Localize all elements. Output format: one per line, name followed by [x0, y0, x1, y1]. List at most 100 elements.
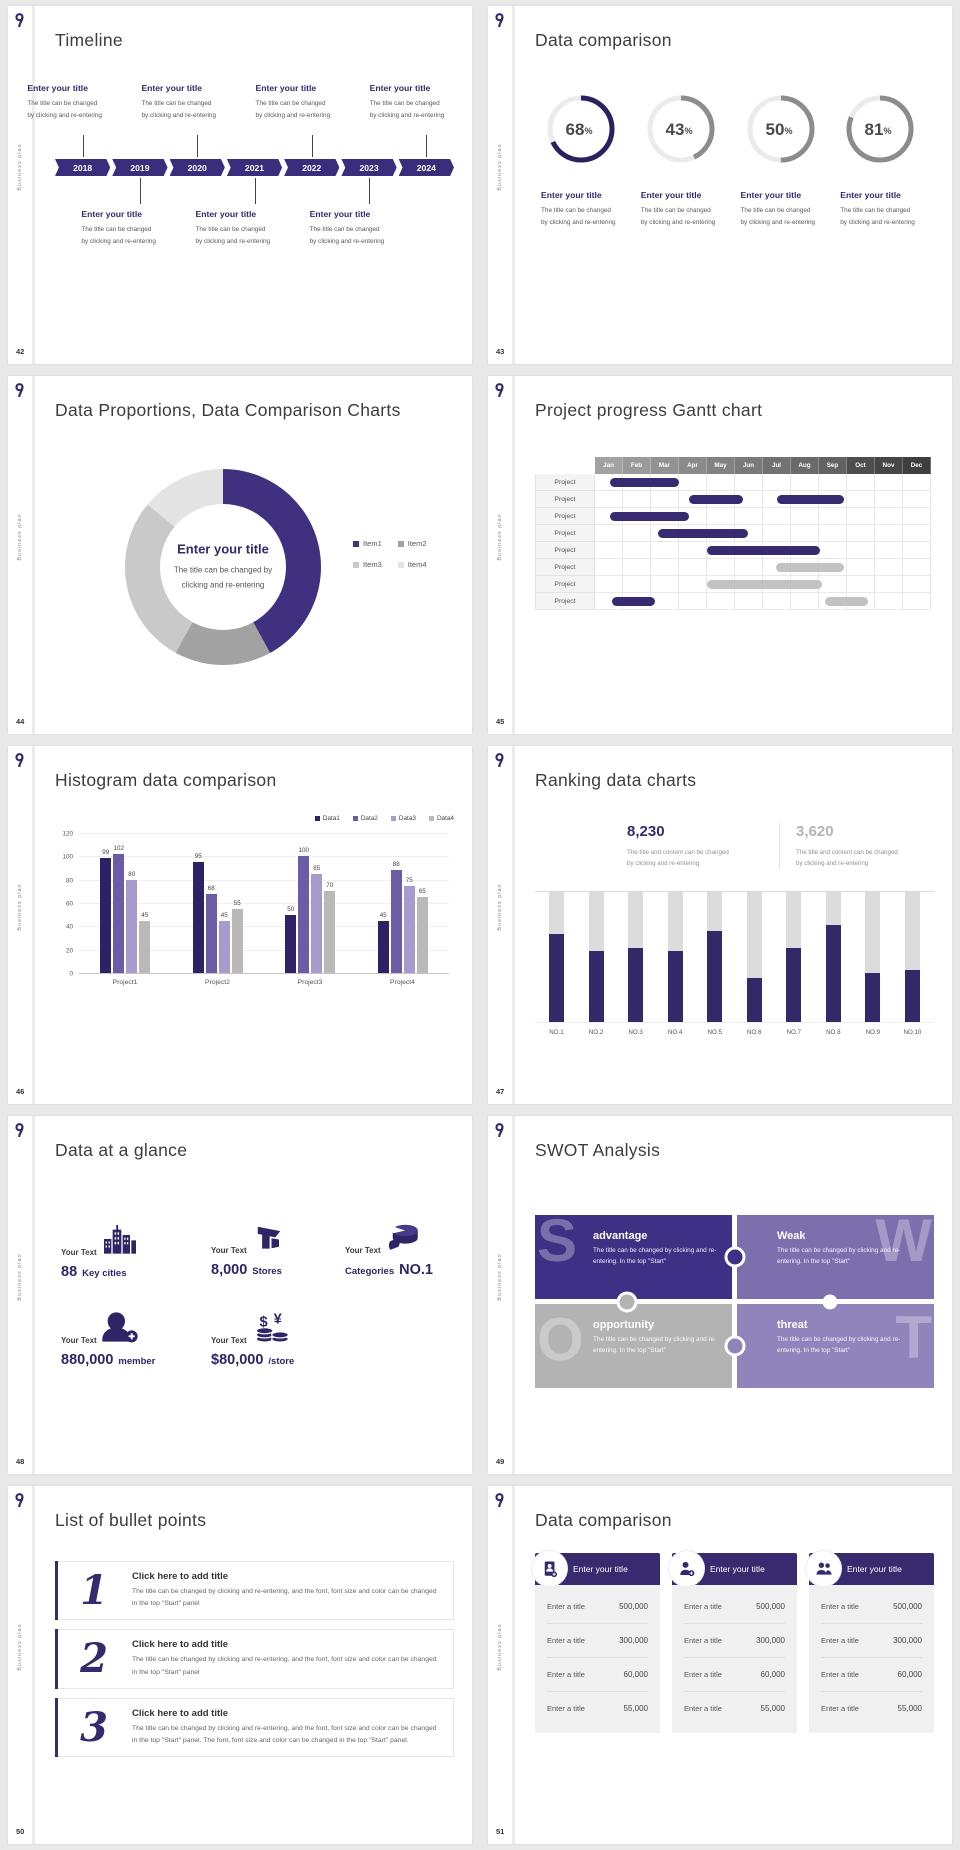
bar-wrap: 68 — [205, 885, 217, 973]
row-label: Enter a title — [684, 1670, 722, 1679]
bar-wrap: 45 — [218, 912, 230, 973]
buildings-icon — [102, 1223, 138, 1260]
gantt-row-cells — [595, 576, 931, 593]
swot-body: The title can be changed by clicking and… — [593, 1336, 717, 1354]
slide-44-proportions[interactable]: Business plan 44 Data Proportions, Data … — [8, 376, 472, 734]
row-label: Enter a title — [821, 1704, 859, 1713]
card-row: Enter a title 60,000 — [821, 1657, 922, 1691]
slide-sidebar: Business plan 46 — [8, 746, 35, 1104]
timeline-entry-top: Enter your title The title can be changed… — [256, 83, 368, 121]
legend-label: Data3 — [398, 815, 416, 822]
entry-title: Enter your title — [177, 541, 269, 557]
legend-label: Data4 — [436, 815, 454, 822]
swot-title: threat — [777, 1319, 808, 1331]
legend-item: Data3 — [390, 815, 416, 822]
timeline: Enter your title The title can be changed… — [27, 73, 454, 289]
card-row: Enter a title 60,000 — [547, 1657, 648, 1691]
bar-fill — [786, 948, 802, 1023]
donut-ring: Enter your title The title can be changed… — [125, 469, 321, 665]
x-tick-label: NO.7 — [786, 1029, 801, 1037]
bullet-number: 1 — [80, 1566, 108, 1614]
slide-45-gantt[interactable]: Business plan 45 Project progress Gantt … — [488, 376, 952, 734]
row-value: 500,000 — [893, 1602, 922, 1611]
slide-sidebar: Business plan 44 — [8, 376, 35, 734]
page-number: 43 — [496, 347, 505, 356]
stat-prefix: Categories — [345, 1266, 395, 1277]
entry-caption: The title can be changed by clicking and … — [173, 565, 273, 590]
gantt-bar — [775, 563, 845, 572]
sidebar-vertical-text: Business plan — [497, 883, 503, 931]
slide-51-data-comparison[interactable]: Business plan 51 Data comparison Enter y… — [488, 1486, 952, 1844]
bar-value: 100 — [298, 847, 309, 855]
entry-title: Enter your title — [640, 190, 702, 200]
bullet-text: The title can be changed by clicking and… — [132, 1656, 437, 1676]
comparison-cards: Enter your title Enter a title 500,000 Ente… — [532, 1551, 934, 1733]
gantt-row-label: Project — [535, 474, 595, 491]
x-tick-label: NO.1 — [549, 1029, 564, 1037]
bar — [100, 857, 112, 973]
donut-row: 68% Enter your title The title can be chan… — [535, 89, 934, 228]
bar-value: 45 — [141, 911, 149, 919]
y-tick-label: 120 — [62, 830, 73, 838]
sidebar-vertical-text: Business plan — [17, 143, 23, 191]
bar-track — [667, 892, 683, 1023]
bullet-heading: Click here to add title — [132, 1707, 229, 1719]
brand-logo — [15, 383, 24, 398]
page-number: 46 — [16, 1087, 25, 1096]
ranking-chart: 8,230 The title and content can be change… — [535, 823, 934, 1036]
slide-47-ranking[interactable]: Business plan 47 Ranking data charts 8,2… — [488, 746, 952, 1104]
gantt-row-label: Project — [535, 576, 595, 593]
bar-track — [746, 892, 762, 1023]
slide-46-histogram[interactable]: Business plan 46 Histogram data comparis… — [8, 746, 472, 1104]
slide-43-data-comparison[interactable]: Business plan 43 Data comparison 68% Ente… — [488, 6, 952, 364]
card-row: Enter a title 500,000 — [821, 1590, 922, 1623]
bar-track — [588, 892, 604, 1023]
brand-logo — [15, 1123, 24, 1138]
slide-title: SWOT Analysis — [535, 1140, 661, 1160]
legend-swatch — [314, 816, 320, 821]
timeline-entry-bottom: Enter your title The title can be changed… — [81, 209, 199, 247]
slide-title: Ranking data charts — [535, 770, 697, 790]
donut-kpi: 43% Enter your title The title can be chan… — [635, 89, 735, 228]
swot-letter: W — [875, 1215, 932, 1274]
gantt-row: Project — [535, 491, 934, 508]
stat-number: NO.1 — [399, 1262, 433, 1278]
bar-group: 95 68 45 55 — [192, 853, 243, 973]
card-row: Enter a title 55,000 — [547, 1691, 648, 1725]
card-row: Enter a title 300,000 — [684, 1623, 785, 1657]
bar-wrap: 88 — [390, 861, 402, 973]
slide-title: Project progress Gantt chart — [535, 400, 763, 420]
slide-title: Data comparison — [535, 30, 672, 50]
puzzle-knob — [724, 1246, 745, 1268]
slide-42-timeline[interactable]: Business plan 42 Timeline Enter your tit… — [8, 6, 472, 364]
x-tick-label: Project1 — [112, 979, 138, 986]
bar — [139, 920, 151, 973]
slide-50-bullets[interactable]: Business plan 50 List of bullet points 1… — [8, 1486, 472, 1844]
connector-line — [425, 135, 427, 157]
brand-logo — [495, 1123, 504, 1138]
bar-value: 80 — [128, 870, 136, 878]
stat-number: 88 — [61, 1264, 78, 1280]
bar — [192, 862, 204, 973]
swot-letter: T — [895, 1304, 932, 1371]
stat-value: 3,620 — [796, 823, 834, 840]
bar-value: 70 — [326, 882, 334, 890]
bar-wrap: 75 — [403, 877, 415, 973]
page-number: 48 — [16, 1457, 25, 1466]
histogram-chart: Data1 Data2 Data3 Data4 0 20 40 60 80 100 120 99 102… — [55, 815, 454, 986]
timeline-entry-bottom: Enter your title The title can be changed… — [310, 209, 428, 247]
timeline-entry-top: Enter your title The title can be changed… — [141, 83, 253, 121]
bar — [298, 856, 310, 973]
stat-item: Your Text 88 Key cities — [61, 1223, 138, 1280]
bullet-number: 3 — [80, 1703, 108, 1751]
bar — [218, 920, 230, 973]
legend-item: Item4 — [397, 560, 427, 569]
x-tick-label: NO.2 — [588, 1029, 604, 1037]
chart-legend: Data1 Data2 Data3 Data4 — [55, 815, 454, 822]
entry-title: Enter your title — [740, 190, 802, 200]
connector-line — [311, 135, 313, 157]
bar-group: 50 100 85 70 — [285, 847, 336, 973]
row-value: 300,000 — [619, 1636, 648, 1645]
slide-48-data-glance[interactable]: Business plan 48 Data at a glance Your T… — [8, 1116, 472, 1474]
